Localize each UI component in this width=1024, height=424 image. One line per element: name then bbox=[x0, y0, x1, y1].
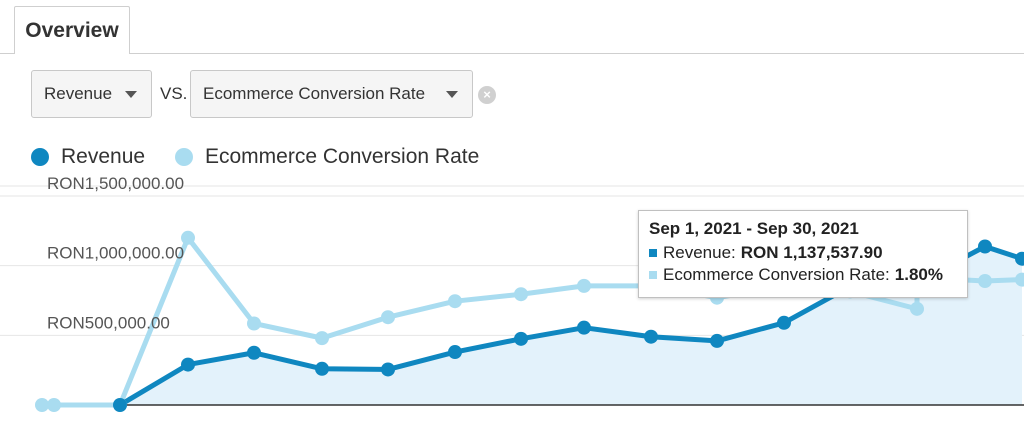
conversion-rate-point[interactable] bbox=[315, 331, 329, 346]
secondary-metric-dropdown[interactable]: Ecommerce Conversion Rate bbox=[190, 70, 473, 118]
conversion-rate-point[interactable] bbox=[448, 294, 462, 309]
revenue-point[interactable] bbox=[978, 239, 992, 254]
conversion-rate-point[interactable] bbox=[514, 287, 528, 302]
conversion-rate-point[interactable] bbox=[577, 278, 591, 293]
legend-revenue[interactable]: Revenue bbox=[31, 145, 145, 169]
revenue-point[interactable] bbox=[577, 320, 591, 335]
conversion-rate-point[interactable] bbox=[47, 398, 61, 412]
conversion-rate-point[interactable] bbox=[181, 230, 195, 245]
conversion-rate-point[interactable] bbox=[1015, 272, 1024, 287]
legend-conversion-rate[interactable]: Ecommerce Conversion Rate bbox=[175, 145, 479, 169]
revenue-point[interactable] bbox=[777, 315, 791, 330]
y-tick-label: RON500,000.00 bbox=[47, 313, 170, 332]
conversion-rate-point[interactable] bbox=[381, 310, 395, 325]
revenue-point[interactable] bbox=[644, 329, 658, 344]
revenue-point[interactable] bbox=[113, 398, 127, 412]
revenue-point[interactable] bbox=[710, 333, 724, 348]
chart-tooltip: Sep 1, 2021 - Sep 30, 2021 Revenue: RON … bbox=[638, 210, 968, 298]
legend-conversion-label: Ecommerce Conversion Rate bbox=[205, 145, 480, 168]
clear-comparison-icon[interactable]: × bbox=[478, 86, 496, 104]
revenue-dot-icon bbox=[31, 148, 49, 166]
tooltip-row-conversion: Ecommerce Conversion Rate: 1.80% bbox=[649, 265, 957, 285]
revenue-area-fill bbox=[120, 246, 1022, 405]
conversion-rate-point[interactable] bbox=[247, 316, 261, 331]
chevron-down-icon bbox=[446, 91, 458, 98]
tab-bar: Overview bbox=[0, 0, 1024, 54]
conversion-square-icon bbox=[649, 271, 657, 279]
revenue-point[interactable] bbox=[315, 361, 329, 376]
tooltip-revenue-label: Revenue: bbox=[663, 243, 736, 262]
legend-revenue-label: Revenue bbox=[61, 145, 146, 168]
y-tick-label: RON1,000,000.00 bbox=[47, 244, 184, 263]
primary-metric-dropdown[interactable]: Revenue bbox=[31, 70, 152, 118]
revenue-point[interactable] bbox=[1015, 251, 1024, 266]
conversion-dot-icon bbox=[175, 148, 193, 166]
tab-overview[interactable]: Overview bbox=[14, 6, 130, 54]
y-tick-label: RON1,500,000.00 bbox=[47, 174, 184, 193]
conversion-rate-point[interactable] bbox=[910, 301, 924, 316]
tooltip-conversion-value: 1.80% bbox=[894, 265, 943, 284]
conversion-rate-point[interactable] bbox=[978, 273, 992, 288]
secondary-metric-label: Ecommerce Conversion Rate bbox=[203, 84, 426, 103]
chevron-down-icon bbox=[125, 91, 137, 98]
revenue-square-icon bbox=[649, 249, 657, 257]
revenue-point[interactable] bbox=[448, 345, 462, 360]
revenue-point[interactable] bbox=[181, 357, 195, 372]
primary-metric-label: Revenue bbox=[44, 84, 113, 103]
revenue-point[interactable] bbox=[381, 362, 395, 377]
revenue-point[interactable] bbox=[247, 345, 261, 360]
vs-label: VS. bbox=[160, 84, 188, 103]
revenue-point[interactable] bbox=[514, 331, 528, 346]
tooltip-conversion-label: Ecommerce Conversion Rate: bbox=[663, 265, 890, 284]
tooltip-title: Sep 1, 2021 - Sep 30, 2021 bbox=[649, 219, 859, 238]
tooltip-row-revenue: Revenue: RON 1,137,537.90 bbox=[649, 243, 957, 263]
tooltip-revenue-value: RON 1,137,537.90 bbox=[740, 243, 883, 262]
y-axis-ticks: RON500,000.00 RON1,000,000.00 RON1,500,000… bbox=[47, 174, 184, 332]
tab-underline bbox=[0, 53, 1024, 54]
conversion-rate-point[interactable] bbox=[35, 398, 49, 412]
